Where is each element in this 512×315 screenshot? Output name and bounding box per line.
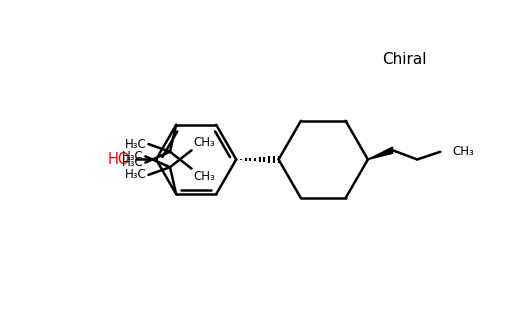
Text: H₃C: H₃C: [125, 138, 147, 151]
Text: CH₃: CH₃: [193, 136, 215, 149]
Text: H₃C: H₃C: [125, 169, 147, 181]
Polygon shape: [368, 147, 393, 159]
Text: HO: HO: [108, 152, 130, 167]
Text: Chiral: Chiral: [382, 52, 426, 67]
Text: CH₃: CH₃: [193, 170, 215, 183]
Text: H₃C: H₃C: [122, 156, 144, 169]
Text: CH₃: CH₃: [453, 145, 474, 158]
Text: H₃C: H₃C: [122, 150, 144, 163]
